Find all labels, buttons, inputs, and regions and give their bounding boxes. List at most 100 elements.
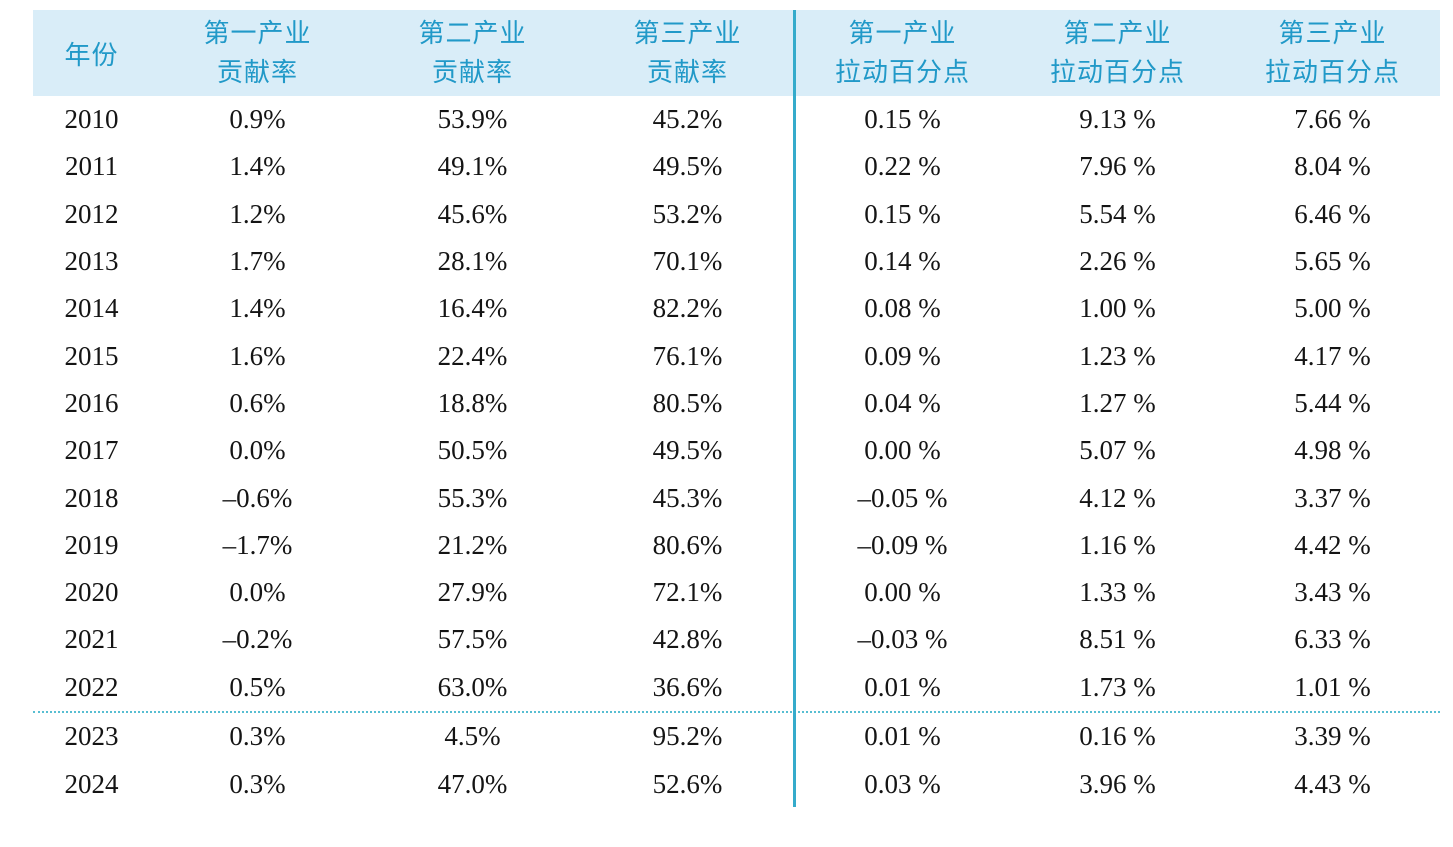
value-cell-tertiary-pull: 5.44 % bbox=[1294, 387, 1371, 418]
value-cell-primary-pull: 0.00 % bbox=[864, 577, 941, 608]
value-cell-primary-contribution: 0.9% bbox=[229, 104, 286, 135]
table-row: 2010 0.9% 53.9% 45.2% 0.15 % 9.13 % 7.66… bbox=[33, 96, 1440, 143]
header-col-3-line1: 第三产业 bbox=[633, 18, 742, 48]
value-cell-tertiary-pull: 1.01 % bbox=[1294, 671, 1371, 702]
value-cell-secondary-contribution: 53.9% bbox=[437, 104, 508, 135]
value-cell-secondary-contribution: 47.0% bbox=[437, 769, 508, 800]
value-cell-secondary-pull: 8.51 % bbox=[1079, 624, 1156, 655]
table-row: 2022 0.5% 63.0% 36.6% 0.01 % 1.73 % 1.01… bbox=[33, 664, 1440, 711]
value-cell-primary-pull: 0.04 % bbox=[864, 387, 941, 418]
value-cell-primary-pull: 0.01 % bbox=[864, 671, 941, 702]
value-cell-tertiary-contribution: 52.6% bbox=[652, 769, 723, 800]
value-cell-tertiary-pull: 8.04 % bbox=[1294, 151, 1371, 182]
value-cell-secondary-pull: 4.12 % bbox=[1079, 482, 1156, 513]
value-cell-tertiary-contribution: 42.8% bbox=[652, 624, 723, 655]
value-cell-tertiary-pull: 3.43 % bbox=[1294, 577, 1371, 608]
value-cell-tertiary-pull: 4.42 % bbox=[1294, 529, 1371, 560]
value-cell-tertiary-contribution: 80.6% bbox=[652, 529, 723, 560]
value-cell-tertiary-pull: 3.37 % bbox=[1294, 482, 1371, 513]
value-cell-primary-pull: 0.09 % bbox=[864, 340, 941, 371]
year-cell: 2022 bbox=[64, 671, 119, 702]
statistics-table: 年份 第一产业 贡献率 第二产业 贡献率 第三产业 贡献率 第一产业 拉动百分点… bbox=[33, 10, 1440, 809]
value-cell-primary-contribution: 0.6% bbox=[229, 387, 286, 418]
value-cell-secondary-pull: 7.96 % bbox=[1079, 151, 1156, 182]
value-cell-secondary-contribution: 49.1% bbox=[437, 151, 508, 182]
header-year: 年份 bbox=[64, 39, 119, 70]
value-cell-tertiary-contribution: 76.1% bbox=[652, 340, 723, 371]
value-cell-primary-contribution: –1.7% bbox=[222, 529, 293, 560]
value-cell-secondary-contribution: 50.5% bbox=[437, 435, 508, 466]
value-cell-secondary-contribution: 57.5% bbox=[437, 624, 508, 655]
value-cell-secondary-pull: 1.16 % bbox=[1079, 529, 1156, 560]
year-cell: 2020 bbox=[64, 577, 119, 608]
header-col-tertiary-contribution: 第三产业 贡献率 bbox=[580, 14, 795, 92]
value-cell-secondary-contribution: 21.2% bbox=[437, 529, 508, 560]
table-row: 2011 1.4% 49.1% 49.5% 0.22 % 7.96 % 8.04… bbox=[33, 143, 1440, 190]
column-divider-line bbox=[793, 10, 796, 807]
value-cell-secondary-pull: 5.54 % bbox=[1079, 198, 1156, 229]
header-col-1-line1: 第一产业 bbox=[203, 18, 312, 48]
year-cell: 2011 bbox=[65, 151, 118, 182]
year-cell: 2017 bbox=[64, 435, 119, 466]
value-cell-primary-contribution: –0.6% bbox=[222, 482, 293, 513]
value-cell-primary-pull: 0.00 % bbox=[864, 435, 941, 466]
header-col-2-line2: 贡献率 bbox=[431, 57, 513, 87]
table-row: 2021 –0.2% 57.5% 42.8% –0.03 % 8.51 % 6.… bbox=[33, 616, 1440, 663]
value-cell-primary-contribution: 0.0% bbox=[229, 577, 286, 608]
value-cell-secondary-contribution: 4.5% bbox=[444, 721, 501, 752]
value-cell-tertiary-contribution: 82.2% bbox=[652, 293, 723, 324]
value-cell-tertiary-contribution: 49.5% bbox=[652, 435, 723, 466]
header-col-4-line2: 拉动百分点 bbox=[834, 57, 970, 87]
year-cell: 2012 bbox=[64, 198, 119, 229]
value-cell-primary-contribution: 1.7% bbox=[229, 246, 286, 277]
header-col-6-line2: 拉动百分点 bbox=[1264, 57, 1400, 87]
value-cell-tertiary-pull: 6.33 % bbox=[1294, 624, 1371, 655]
value-cell-secondary-contribution: 55.3% bbox=[437, 482, 508, 513]
value-cell-tertiary-contribution: 53.2% bbox=[652, 198, 723, 229]
value-cell-secondary-pull: 1.27 % bbox=[1079, 387, 1156, 418]
header-col-tertiary-pull: 第三产业 拉动百分点 bbox=[1225, 14, 1440, 92]
table-row: 2023 0.3% 4.5% 95.2% 0.01 % 0.16 % 3.39 … bbox=[33, 713, 1440, 761]
value-cell-primary-pull: 0.22 % bbox=[864, 151, 941, 182]
value-cell-secondary-pull: 5.07 % bbox=[1079, 435, 1156, 466]
value-cell-primary-pull: 0.14 % bbox=[864, 246, 941, 277]
value-cell-secondary-pull: 1.00 % bbox=[1079, 293, 1156, 324]
value-cell-secondary-contribution: 28.1% bbox=[437, 246, 508, 277]
value-cell-tertiary-contribution: 49.5% bbox=[652, 151, 723, 182]
value-cell-primary-contribution: 1.6% bbox=[229, 340, 286, 371]
header-col-secondary-pull: 第二产业 拉动百分点 bbox=[1010, 14, 1225, 92]
value-cell-primary-contribution: 0.0% bbox=[229, 435, 286, 466]
value-cell-tertiary-pull: 4.17 % bbox=[1294, 340, 1371, 371]
value-cell-primary-contribution: 1.4% bbox=[229, 293, 286, 324]
value-cell-primary-pull: 0.15 % bbox=[864, 104, 941, 135]
header-col-6-line1: 第三产业 bbox=[1278, 18, 1387, 48]
value-cell-primary-contribution: 0.3% bbox=[229, 721, 286, 752]
value-cell-secondary-contribution: 18.8% bbox=[437, 387, 508, 418]
value-cell-secondary-pull: 1.23 % bbox=[1079, 340, 1156, 371]
value-cell-tertiary-pull: 3.39 % bbox=[1294, 721, 1371, 752]
value-cell-tertiary-contribution: 95.2% bbox=[652, 721, 723, 752]
table-row: 2017 0.0% 50.5% 49.5% 0.00 % 5.07 % 4.98… bbox=[33, 427, 1440, 474]
year-cell: 2024 bbox=[64, 769, 119, 800]
value-cell-secondary-pull: 0.16 % bbox=[1079, 721, 1156, 752]
table-body-footer: 2023 0.3% 4.5% 95.2% 0.01 % 0.16 % 3.39 … bbox=[33, 713, 1440, 809]
value-cell-secondary-contribution: 63.0% bbox=[437, 671, 508, 702]
table-row: 2018 –0.6% 55.3% 45.3% –0.05 % 4.12 % 3.… bbox=[33, 474, 1440, 521]
value-cell-tertiary-contribution: 70.1% bbox=[652, 246, 723, 277]
table-row: 2012 1.2% 45.6% 53.2% 0.15 % 5.54 % 6.46… bbox=[33, 191, 1440, 238]
value-cell-secondary-contribution: 45.6% bbox=[437, 198, 508, 229]
year-cell: 2023 bbox=[64, 721, 119, 752]
table-row: 2015 1.6% 22.4% 76.1% 0.09 % 1.23 % 4.17… bbox=[33, 332, 1440, 379]
value-cell-tertiary-pull: 4.43 % bbox=[1294, 769, 1371, 800]
value-cell-secondary-contribution: 22.4% bbox=[437, 340, 508, 371]
header-col-3-line2: 贡献率 bbox=[646, 57, 728, 87]
year-cell: 2021 bbox=[64, 624, 119, 655]
value-cell-primary-pull: 0.15 % bbox=[864, 198, 941, 229]
value-cell-primary-contribution: 1.4% bbox=[229, 151, 286, 182]
year-cell: 2015 bbox=[64, 340, 119, 371]
year-cell: 2016 bbox=[64, 387, 119, 418]
value-cell-primary-pull: 0.01 % bbox=[864, 721, 941, 752]
value-cell-tertiary-pull: 5.65 % bbox=[1294, 246, 1371, 277]
dotted-separator bbox=[33, 710, 1440, 713]
value-cell-secondary-pull: 1.73 % bbox=[1079, 671, 1156, 702]
